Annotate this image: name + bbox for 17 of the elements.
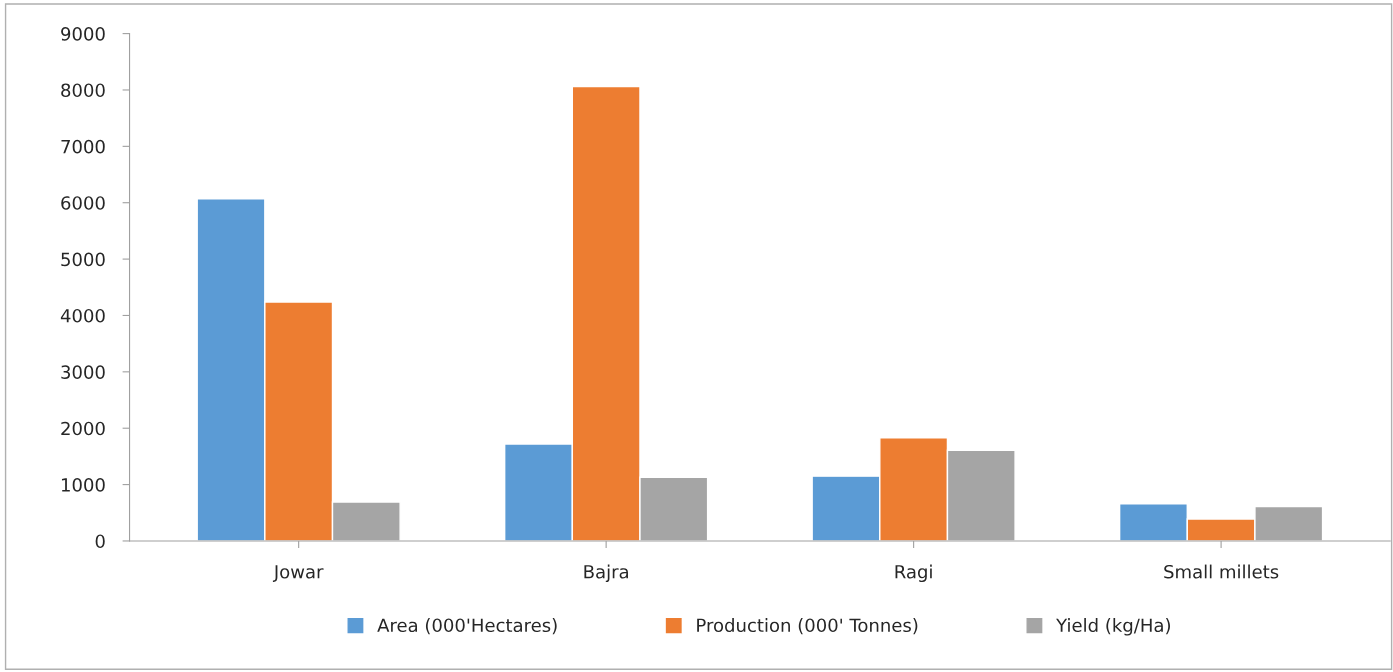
y-tick-label: 7000 — [61, 139, 105, 154]
y-tick-label: 2000 — [61, 421, 105, 436]
y-tick-label: 1000 — [61, 478, 105, 492]
y-tick-label: 4000 — [60, 308, 105, 323]
legend-label: Yield (kg/Ha) — [1056, 618, 1170, 636]
x-tick-label: Small millets — [1164, 564, 1279, 579]
y-tick-label: 8000 — [61, 83, 105, 98]
y-tick-label: 6000 — [61, 196, 105, 210]
legend-label: Production (000' Tonnes) — [697, 618, 918, 635]
x-tick-label: Ragi — [895, 564, 932, 583]
x-tick-label: Bajra — [584, 564, 628, 583]
y-tick-label: 9000 — [61, 27, 105, 41]
x-tick-label: Jowar — [272, 565, 324, 582]
y-tick-label: 3000 — [61, 365, 105, 379]
y-tick-label: 0 — [95, 534, 105, 549]
y-tick-label: 5000 — [61, 252, 105, 267]
legend-label: Area (000'Hectares) — [377, 618, 557, 635]
